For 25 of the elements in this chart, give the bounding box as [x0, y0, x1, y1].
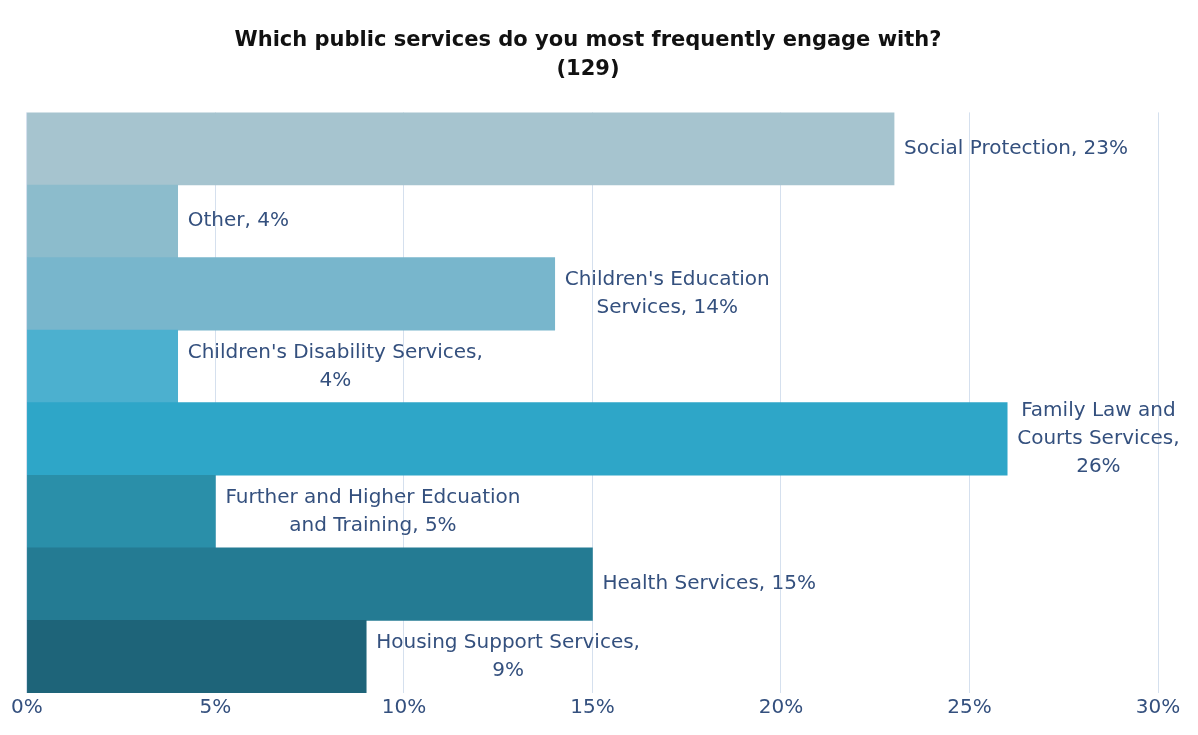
- data-label: Family Law and Courts Services, 26%: [1017, 397, 1180, 478]
- x-tick-label: 30%: [1135, 694, 1181, 719]
- bar: [27, 329, 179, 404]
- x-tick-label: 0%: [11, 694, 43, 719]
- bar: [27, 112, 895, 186]
- data-label: Further and Higher Edcuation and Training, 5%: [225, 483, 521, 536]
- bar: [27, 402, 1008, 476]
- data-label: Health Services, 15%: [602, 570, 816, 595]
- data-label: Children's Disability Services, 4%: [187, 338, 483, 391]
- bar: [27, 184, 179, 258]
- x-tick-label: 10%: [381, 694, 427, 719]
- bar: [27, 547, 593, 621]
- data-label: Social Protection, 23%: [904, 134, 1129, 159]
- chart-title: Which public services do you most frequently engage with?: [234, 27, 942, 52]
- x-tick-label: 5%: [199, 694, 232, 719]
- chart-subtitle: (129): [556, 56, 620, 81]
- x-tick-label: 20%: [758, 694, 804, 719]
- data-label: Housing Support Services, 9%: [376, 628, 640, 681]
- bar: [27, 474, 216, 549]
- bar: [27, 257, 556, 331]
- data-label: Children's Education Services, 14%: [564, 266, 770, 319]
- x-tick-label: 25%: [947, 694, 992, 719]
- bar: [27, 620, 367, 693]
- data-label: Other, 4%: [187, 207, 289, 232]
- x-tick-label: 15%: [570, 694, 615, 719]
